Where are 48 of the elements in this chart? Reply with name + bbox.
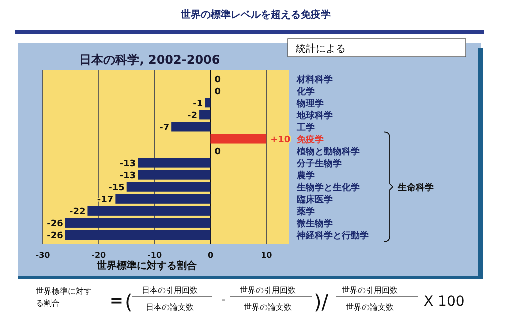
data-label: -2 bbox=[188, 111, 198, 122]
y-tick-label: 農学 bbox=[296, 170, 315, 182]
y-tick-label: 材料科学 bbox=[296, 74, 333, 86]
text: 統計による bbox=[296, 43, 346, 55]
text: ( bbox=[125, 290, 133, 314]
data-label: 0 bbox=[214, 147, 221, 158]
text: 世界の論文数 bbox=[346, 303, 394, 312]
text: )/ bbox=[314, 290, 329, 314]
y-tick-label: 臨床医学 bbox=[297, 194, 333, 206]
data-label: -15 bbox=[108, 184, 125, 194]
y-tick-label: 工学 bbox=[296, 122, 315, 134]
data-label: -26 bbox=[47, 232, 64, 242]
x-tick-label: 10 bbox=[261, 251, 273, 260]
y-tick-label: 物理学 bbox=[296, 98, 324, 110]
data-label: -1 bbox=[193, 99, 204, 110]
text: = bbox=[110, 291, 124, 310]
x-tick-label: -20 bbox=[92, 251, 107, 260]
text: - bbox=[222, 295, 226, 306]
text: 世界標準に対する割合 bbox=[36, 287, 92, 308]
y-tick-label: 分子生物学 bbox=[296, 158, 342, 170]
text: 世界の引用回数 bbox=[342, 286, 398, 295]
x-tick-label: -30 bbox=[36, 251, 51, 260]
text: 日本の論文数 bbox=[146, 303, 194, 312]
y-tick-label: 生物学と生化学 bbox=[296, 182, 360, 194]
data-label: -13 bbox=[120, 160, 136, 170]
x-axis-title: 世界標準に対する割合 bbox=[96, 260, 198, 272]
text: 世界の論文数 bbox=[244, 303, 292, 312]
chart-subtitle: 日本の科学, 2002-2006 bbox=[80, 53, 220, 67]
text: 日本の引用回数 bbox=[142, 286, 198, 295]
data-label: -7 bbox=[160, 123, 170, 134]
x-tick-label: 0 bbox=[208, 251, 214, 260]
chart-title: 世界の標準レベルを超える免疫学 bbox=[180, 9, 331, 21]
x-tick-label: -10 bbox=[148, 251, 162, 260]
y-tick-label: 神経科学と行動学 bbox=[296, 230, 369, 242]
y-tick-label: 微生物学 bbox=[296, 218, 333, 230]
text: X 100 bbox=[424, 294, 465, 310]
data-label: 0 bbox=[214, 87, 221, 98]
data-label: -22 bbox=[69, 208, 86, 218]
text: 世界の引用回数 bbox=[240, 286, 296, 295]
text: 生命科学 bbox=[397, 182, 434, 194]
y-tick-label: 化学 bbox=[296, 86, 315, 98]
data-label: -26 bbox=[47, 220, 64, 230]
data-label: -13 bbox=[120, 172, 136, 182]
data-label: 0 bbox=[214, 75, 221, 86]
y-tick-label: 地球科学 bbox=[296, 110, 333, 122]
y-tick-label: 薬学 bbox=[296, 206, 315, 218]
y-tick-label: 免疫学 bbox=[296, 134, 324, 146]
y-tick-label: 植物と動物科学 bbox=[296, 146, 360, 158]
